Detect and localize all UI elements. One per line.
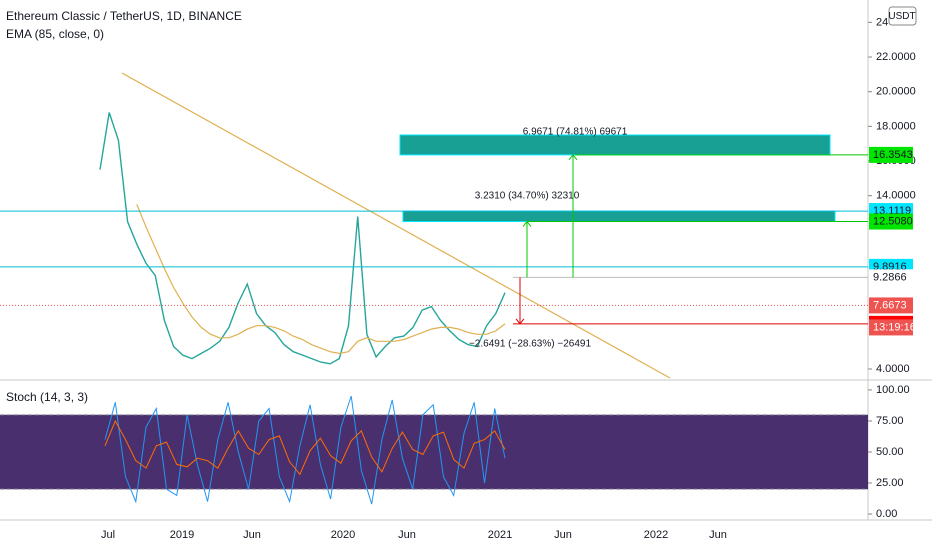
x-tick-label: 2020 [331,529,355,541]
y-tick-label: 22.0000 [876,51,916,63]
countdown-bg [869,319,913,336]
x-tick-label: Jun [554,529,572,541]
series-line [104,419,506,476]
price-label-bg [869,146,913,163]
price-label: 9.2866 [873,271,907,283]
x-tick-label: Jun [398,529,416,541]
symbol-title: Ethereum Classic / TetherUS, 1D, BINANCE [6,9,242,23]
x-tick-label: 2019 [170,529,194,541]
currency-badge[interactable] [888,6,917,26]
price-label: 7.6673 [873,299,907,311]
price-label-bg [869,269,913,286]
stoch-title: Stoch (14, 3, 3) [6,390,88,404]
y-tick-label: 14.0000 [876,190,916,202]
arrow-head [522,220,532,227]
x-tick-label: 2022 [644,529,668,541]
measure-label: −2.6491 (−28.63%) −26491 [469,339,591,350]
y-tick-label: 24 [876,16,888,28]
indicator-title: EMA (85, close, 0) [6,27,104,41]
target-box [399,134,831,156]
y-tick-label: 4.0000 [876,363,910,375]
series-line [136,204,506,355]
y-tick-label: 25.00 [876,477,904,489]
price-label-bg [869,213,913,230]
arrow-head [515,318,525,325]
series-line [99,112,506,365]
measure-label: 6.9671 (74.81%) 69671 [523,127,628,138]
stoch-band [0,414,868,490]
x-tick-label: 2021 [488,529,512,541]
x-tick-label: Jun [243,529,261,541]
series-line [104,395,506,505]
y-tick-label: 0.00 [876,508,897,520]
measure-label: 3.2310 (34.70%) 32310 [475,191,580,202]
x-tick-label: Jun [709,529,727,541]
price-label-bg [869,297,913,314]
x-tick-label: Jul [101,529,115,541]
y-tick-label: 20.0000 [876,86,916,98]
y-tick-label: 50.00 [876,446,904,458]
currency[interactable]: USDT [888,11,915,22]
countdown: 13:19:16 [873,321,916,333]
y-tick-label: 18.0000 [876,120,916,132]
y-tick-label: 75.00 [876,415,904,427]
trend-line [121,72,671,379]
y-tick-label: 100.00 [876,384,910,396]
arrow-head [568,154,578,161]
price-label: 16.3543 [873,149,913,161]
price-label: 12.5080 [873,215,913,227]
target-box [402,210,836,223]
